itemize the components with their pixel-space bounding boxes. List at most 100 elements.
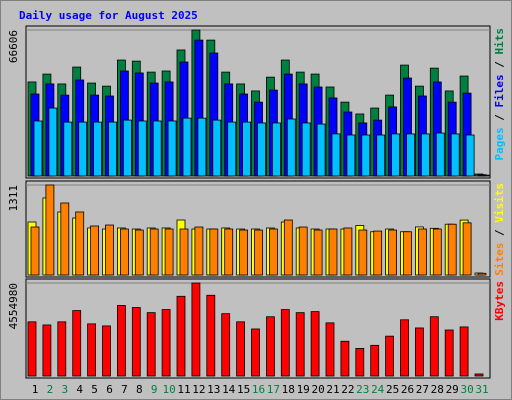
x-tick-label: 8 bbox=[136, 383, 143, 396]
x-tick-label: 4 bbox=[76, 383, 83, 396]
bar bbox=[450, 133, 460, 177]
bar bbox=[212, 119, 222, 177]
bar bbox=[313, 229, 323, 276]
bar bbox=[164, 228, 174, 276]
x-tick-label: 24 bbox=[371, 383, 385, 396]
x-tick-label: 5 bbox=[91, 383, 98, 396]
x-tick-label: 16 bbox=[252, 383, 265, 396]
bar bbox=[414, 327, 424, 377]
bar bbox=[257, 122, 266, 177]
x-tick-label: 13 bbox=[207, 383, 220, 396]
x-tick-label: 26 bbox=[401, 383, 414, 396]
bar bbox=[388, 229, 398, 276]
x-tick-label: 17 bbox=[267, 383, 280, 396]
bar bbox=[358, 229, 368, 276]
y-tick-label: 1311 bbox=[7, 185, 20, 212]
bar bbox=[370, 344, 380, 377]
bar bbox=[447, 223, 457, 276]
bar bbox=[268, 228, 278, 276]
legend-entry: KBytes bbox=[493, 281, 506, 321]
bar bbox=[429, 316, 439, 377]
bar bbox=[406, 133, 415, 177]
bar bbox=[57, 321, 67, 377]
bar bbox=[149, 228, 159, 276]
bar bbox=[221, 313, 231, 377]
bar bbox=[340, 340, 350, 377]
bar bbox=[45, 184, 55, 276]
x-tick-label: 2 bbox=[47, 383, 54, 396]
bar bbox=[251, 328, 260, 377]
bar bbox=[265, 316, 275, 377]
x-tick-label: 25 bbox=[386, 383, 399, 396]
bar bbox=[72, 310, 82, 377]
bar bbox=[146, 312, 156, 377]
bar bbox=[30, 226, 40, 276]
bar bbox=[102, 325, 111, 377]
x-tick-label: 31 bbox=[475, 383, 488, 396]
bar bbox=[435, 132, 445, 177]
bar bbox=[167, 120, 177, 177]
bar bbox=[191, 282, 201, 377]
bar bbox=[239, 229, 249, 276]
bar bbox=[403, 231, 412, 276]
bar bbox=[283, 219, 293, 276]
bar bbox=[137, 120, 147, 177]
bar bbox=[197, 117, 207, 177]
bar bbox=[182, 117, 192, 177]
bar bbox=[48, 107, 58, 177]
bar bbox=[474, 373, 484, 377]
bar bbox=[90, 225, 99, 276]
x-tick-label: 27 bbox=[416, 383, 429, 396]
bar bbox=[194, 226, 204, 276]
x-tick-label: 3 bbox=[61, 383, 68, 396]
bar bbox=[373, 230, 383, 276]
bar bbox=[224, 228, 234, 276]
bar bbox=[152, 120, 162, 177]
x-tick-label: 28 bbox=[431, 383, 444, 396]
bar bbox=[391, 133, 401, 177]
bar bbox=[325, 322, 335, 377]
bar bbox=[120, 228, 129, 276]
bar bbox=[462, 222, 472, 276]
bar bbox=[131, 307, 141, 377]
bar bbox=[206, 294, 216, 377]
bar bbox=[328, 228, 338, 276]
bar bbox=[480, 174, 490, 177]
legend-entry: Files bbox=[493, 74, 506, 107]
x-tick-label: 7 bbox=[121, 383, 128, 396]
legend-entry: Visits bbox=[493, 183, 506, 223]
bar bbox=[117, 305, 126, 377]
bar bbox=[385, 335, 395, 377]
bar bbox=[286, 118, 296, 177]
bar bbox=[161, 309, 171, 377]
bar bbox=[42, 324, 52, 377]
y-tick-label: 66606 bbox=[7, 30, 20, 63]
bar bbox=[420, 133, 430, 177]
bar bbox=[108, 121, 117, 177]
chart-title: Daily usage for August 2025 bbox=[19, 9, 198, 22]
legend-separator: / bbox=[493, 108, 506, 128]
bar bbox=[310, 311, 320, 377]
bar bbox=[60, 202, 70, 276]
x-tick-label: 11 bbox=[177, 383, 190, 396]
bar bbox=[459, 326, 469, 377]
x-tick-label: 10 bbox=[162, 383, 175, 396]
bar bbox=[123, 119, 132, 177]
bar bbox=[134, 229, 144, 276]
x-tick-label: 21 bbox=[326, 383, 339, 396]
bar bbox=[209, 228, 219, 276]
bar bbox=[27, 321, 37, 377]
x-tick-label: 15 bbox=[237, 383, 250, 396]
x-tick-label: 14 bbox=[222, 383, 236, 396]
bar bbox=[465, 134, 475, 177]
bar bbox=[254, 229, 263, 276]
bar bbox=[400, 319, 409, 377]
bar bbox=[176, 295, 186, 377]
bar bbox=[331, 133, 341, 177]
legend-entry: Pages bbox=[493, 127, 506, 160]
x-tick-label: 9 bbox=[151, 383, 158, 396]
legend-entry: Sites bbox=[493, 243, 506, 276]
x-tick-label: 29 bbox=[446, 383, 459, 396]
x-tick-label: 1 bbox=[32, 383, 39, 396]
bar bbox=[361, 134, 371, 177]
